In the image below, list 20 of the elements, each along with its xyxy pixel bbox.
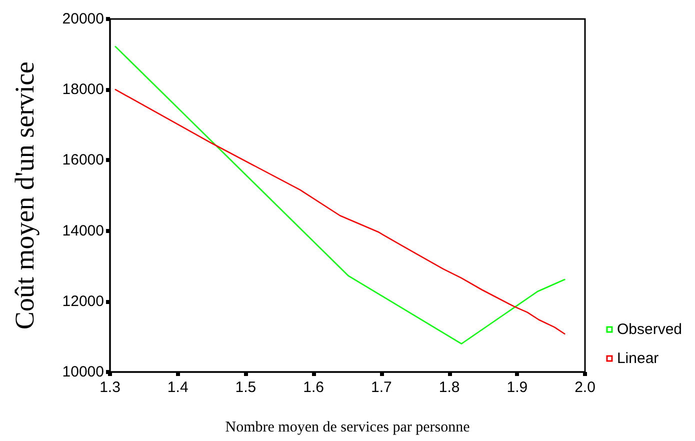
y-tick-label: 20000 [62,10,104,28]
legend-label: Observed [616,321,682,338]
x-tick-label: 1.6 [303,379,324,396]
legend-label: Linear [616,350,659,367]
x-tick-label: 1.5 [235,379,256,396]
y-tick-label: 10000 [62,364,104,380]
x-tick-label: 1.7 [371,379,392,396]
x-tick-label: 1.4 [167,379,188,396]
y-tick-label: 16000 [62,152,104,169]
x-tick-label: 1.9 [506,379,528,396]
y-tick-label: 12000 [62,292,104,310]
y-tick-label: 14000 [62,222,104,240]
x-tick-label: 1.3 [100,379,120,396]
x-tick-label: 1.8 [438,379,460,396]
line-series [114,88,566,335]
line-series [114,46,566,344]
y-axis-title: Coût moyen d'un service [10,61,40,330]
x-tick-label: 2.0 [574,379,596,396]
x-axis-title: Nombre moyen de services par personne [225,420,470,436]
y-tick-label: 18000 [62,81,104,98]
